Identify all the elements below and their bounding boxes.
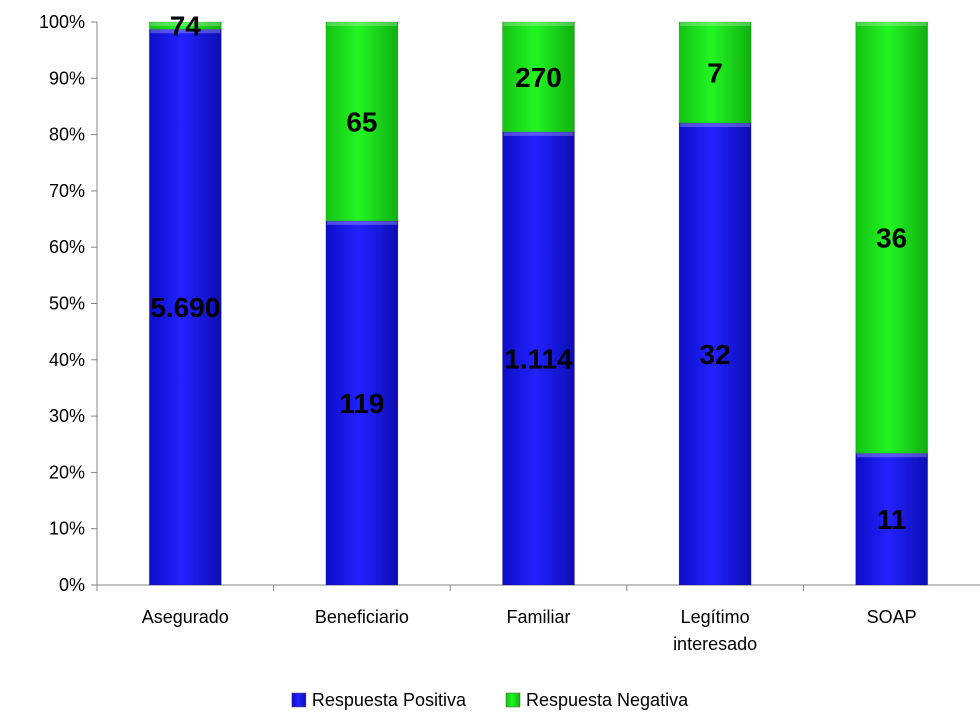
bar-segment-positiva	[855, 452, 929, 586]
x-category-label: Legítimo interesado	[673, 607, 757, 654]
y-tick-label: 20%	[49, 462, 85, 482]
x-category-label: Beneficiario	[315, 607, 409, 627]
bar-segment-negativa	[678, 21, 752, 124]
bar-segment-positiva	[325, 220, 399, 586]
bar-bevel	[856, 453, 927, 458]
bar-segment-negativa	[148, 21, 222, 30]
legend-label: Respuesta Negativa	[526, 690, 689, 710]
legend-swatch	[291, 692, 307, 708]
data-label: 5.690	[150, 292, 220, 323]
legend-item-negativa: Respuesta Negativa	[505, 690, 689, 710]
bar-bevel	[150, 22, 221, 26]
x-category-label: SOAP	[867, 607, 917, 627]
y-tick-label: 50%	[49, 294, 85, 314]
y-tick-label: 80%	[49, 125, 85, 145]
bar-bevel	[680, 123, 751, 128]
y-tick-label: 10%	[49, 519, 85, 539]
y-tick-label: 100%	[39, 12, 85, 32]
bar-bevel	[326, 22, 397, 26]
data-label: 7	[707, 58, 723, 89]
bar-bevel	[856, 22, 927, 26]
bar-bevel	[150, 29, 221, 34]
data-label: 65	[346, 106, 377, 137]
y-tick-label: 90%	[49, 68, 85, 88]
y-tick-label: 60%	[49, 237, 85, 257]
y-tick-label: 30%	[49, 406, 85, 426]
y-tick-label: 0%	[59, 575, 85, 595]
data-label: 36	[876, 223, 907, 254]
data-label: 270	[515, 62, 562, 93]
data-label: 1.114	[504, 343, 573, 374]
data-label: 32	[700, 339, 731, 370]
y-tick-label: 70%	[49, 181, 85, 201]
x-category-label: Familiar	[506, 607, 570, 627]
legend-swatch	[505, 692, 521, 708]
data-label: 74	[170, 11, 202, 42]
legend-label: Respuesta Positiva	[312, 690, 467, 710]
y-tick-label: 40%	[49, 350, 85, 370]
bar-segment-negativa	[502, 21, 575, 133]
legend-item-positiva: Respuesta Positiva	[291, 690, 467, 710]
bar-segment-positiva	[678, 122, 752, 586]
bar-segment-negativa	[325, 21, 399, 222]
bar-bevel	[503, 131, 574, 136]
data-label: 119	[339, 388, 384, 419]
data-label: 11	[877, 504, 907, 535]
bar-segment-negativa	[855, 21, 929, 454]
x-category-label: Asegurado	[142, 607, 229, 627]
bar-bevel	[326, 220, 397, 225]
bar-segment-positiva	[502, 131, 575, 586]
bar-bevel	[680, 22, 751, 26]
bar-bevel	[503, 22, 574, 26]
